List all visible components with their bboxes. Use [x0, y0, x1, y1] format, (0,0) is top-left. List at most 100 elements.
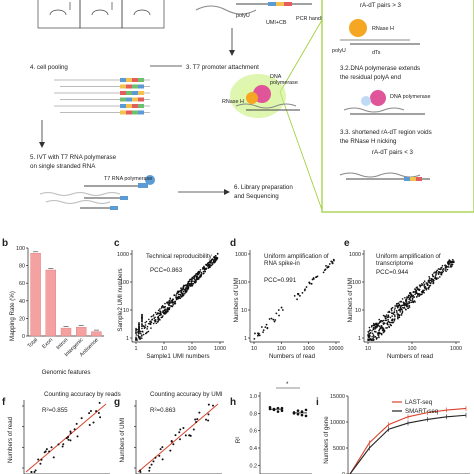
h-ylabel: R²: [235, 437, 242, 444]
data-point: [410, 301, 413, 304]
e-xlabel: Numbers of read: [387, 353, 434, 360]
data-point: [311, 278, 314, 281]
data-point: [159, 319, 161, 321]
data-point: [174, 434, 177, 437]
data-point: [298, 294, 301, 297]
data-point: [157, 320, 159, 323]
data-point: [393, 318, 396, 320]
dna-pol-mid-1: DNA: [270, 74, 282, 80]
step-6-line-2: and Sequencing: [234, 193, 279, 200]
data-point: [266, 327, 269, 329]
data-point: [179, 428, 182, 431]
data-point: [138, 322, 140, 324]
data-point: [139, 332, 142, 335]
data-point: [150, 321, 153, 324]
data-point: [412, 301, 415, 303]
data-point: [399, 311, 402, 313]
data-point: [265, 323, 268, 326]
b-xtick-label: Total: [27, 337, 39, 349]
data-point: [422, 289, 424, 292]
data-point: [388, 320, 390, 323]
data-point: [154, 311, 157, 314]
data-point: [203, 267, 205, 269]
data-point: [435, 272, 437, 275]
bar-intergenic: [75, 327, 87, 337]
data-point: [192, 428, 195, 431]
data-point: [372, 339, 374, 341]
data-point: [158, 312, 160, 315]
data-point: [205, 263, 207, 266]
panel-h-dotplot: R² * 0.2 0.4 0.6 0.8 1.0: [235, 381, 312, 474]
barcode-segment: [138, 78, 144, 82]
h-point: [280, 406, 284, 410]
data-point: [268, 318, 271, 320]
data-point: [389, 316, 392, 319]
step-3-2-line-2: the residual polyA end: [340, 74, 401, 81]
data-point: [182, 290, 185, 293]
data-point: [378, 325, 381, 328]
data-point: [388, 311, 391, 314]
data-point: [135, 336, 137, 339]
data-point: [442, 269, 444, 272]
data-point: [57, 443, 60, 446]
data-point: [76, 435, 79, 438]
data-point: [138, 331, 140, 333]
data-point: [262, 331, 264, 334]
data-point: [398, 308, 401, 311]
data-point: [371, 332, 374, 335]
data-point: [403, 304, 406, 306]
data-point: [408, 304, 411, 307]
data-point: [214, 256, 216, 259]
data-point: [173, 301, 176, 303]
panel-c-scatter: Technical reproducibility PCC=0.863 Samp…: [117, 250, 226, 360]
h-ytick-label: 0.4: [250, 446, 258, 452]
barcode-segment: [132, 91, 138, 95]
data-point: [197, 272, 200, 274]
h-point: [300, 413, 304, 417]
step-4-label: 4. cell pooling: [30, 64, 68, 71]
data-point: [139, 336, 142, 338]
data-point: [135, 331, 137, 334]
data-point: [377, 324, 380, 327]
data-point: [373, 335, 375, 337]
data-point: [184, 289, 187, 292]
data-point: [400, 307, 402, 310]
t7-label: T7 RNA polymerase: [104, 176, 152, 182]
data-point: [425, 282, 427, 284]
rnase-mid-icon: [246, 92, 258, 104]
data-point: [406, 305, 408, 308]
d-annotation: PCC=0.991: [264, 277, 297, 284]
xtick-label: 1000: [450, 346, 462, 352]
data-point: [143, 325, 145, 328]
data-point: [310, 282, 313, 285]
data-point: [141, 327, 143, 330]
data-point: [368, 332, 370, 334]
data-point: [207, 267, 210, 269]
data-point: [193, 276, 195, 279]
barcode-segment: [126, 104, 132, 108]
data-point: [446, 268, 449, 271]
data-point: [209, 266, 211, 269]
data-point: [394, 307, 396, 309]
panel-d-scatter: Uniform amplification of RNA spike-in PC…: [233, 250, 344, 360]
ytick-label: 10: [241, 308, 247, 314]
data-point: [199, 275, 202, 278]
b-ytick-label: 80: [19, 264, 25, 270]
data-point: [417, 288, 420, 291]
data-point: [182, 294, 185, 296]
data-point: [160, 312, 162, 315]
data-point: [385, 314, 388, 316]
data-point: [138, 323, 140, 325]
data-point: [375, 322, 377, 325]
data-point: [260, 326, 263, 328]
data-point: [163, 306, 166, 309]
data-point: [138, 337, 141, 340]
h-point: [300, 410, 304, 413]
data-point: [143, 327, 146, 330]
pcr-handle-label: PCR handle: [296, 16, 325, 22]
data-point: [30, 471, 33, 473]
b-ytick-label: 20: [19, 316, 25, 322]
data-point: [212, 259, 215, 261]
data-point: [205, 418, 208, 421]
data-point: [135, 339, 137, 341]
